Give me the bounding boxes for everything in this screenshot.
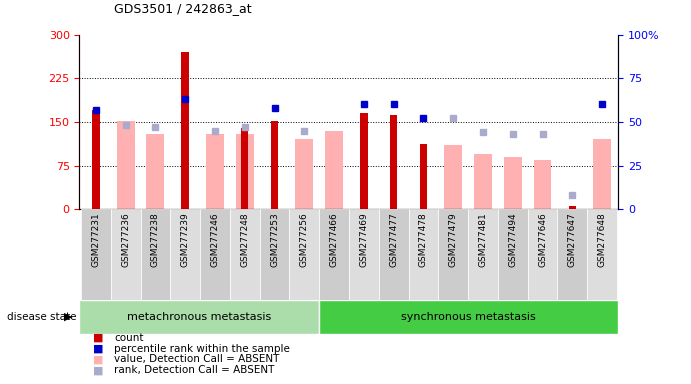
Text: GSM277246: GSM277246	[211, 212, 220, 266]
Bar	[593, 139, 611, 209]
Bar	[419, 144, 427, 209]
Bar	[260, 209, 290, 300]
Bar	[533, 160, 551, 209]
Text: GSM277256: GSM277256	[300, 212, 309, 267]
Text: GSM277469: GSM277469	[359, 212, 368, 267]
Bar	[558, 209, 587, 300]
Text: GSM277646: GSM277646	[538, 212, 547, 267]
Bar	[111, 209, 140, 300]
Text: GSM277231: GSM277231	[91, 212, 100, 267]
Text: ■: ■	[93, 365, 104, 375]
Bar	[349, 209, 379, 300]
Bar	[140, 209, 170, 300]
Bar	[206, 134, 224, 209]
Text: percentile rank within the sample: percentile rank within the sample	[114, 344, 290, 354]
Bar	[408, 209, 438, 300]
Bar	[438, 209, 468, 300]
Bar	[182, 52, 189, 209]
Text: GDS3501 / 242863_at: GDS3501 / 242863_at	[114, 2, 252, 15]
Text: ▶: ▶	[64, 312, 73, 322]
Text: rank, Detection Call = ABSENT: rank, Detection Call = ABSENT	[114, 365, 274, 375]
Bar	[569, 206, 576, 209]
Bar	[146, 134, 164, 209]
Bar	[319, 300, 618, 334]
Text: GSM277239: GSM277239	[180, 212, 189, 267]
Bar	[200, 209, 230, 300]
Text: disease state: disease state	[7, 312, 77, 322]
Text: GSM277494: GSM277494	[509, 212, 518, 266]
Text: count: count	[114, 333, 144, 343]
Bar	[241, 128, 249, 209]
Bar	[295, 139, 313, 209]
Text: GSM277478: GSM277478	[419, 212, 428, 267]
Bar	[379, 209, 408, 300]
Bar	[444, 145, 462, 209]
Bar	[528, 209, 558, 300]
Bar	[325, 131, 343, 209]
Text: GSM277253: GSM277253	[270, 212, 279, 267]
Bar	[92, 110, 100, 209]
Text: GSM277647: GSM277647	[568, 212, 577, 267]
Bar	[587, 209, 617, 300]
Text: GSM277248: GSM277248	[240, 212, 249, 266]
Text: GSM277466: GSM277466	[330, 212, 339, 267]
Bar	[360, 113, 368, 209]
Text: GSM277236: GSM277236	[121, 212, 130, 267]
Bar	[117, 121, 135, 209]
Bar	[468, 209, 498, 300]
Text: metachronous metastasis: metachronous metastasis	[127, 312, 272, 322]
Bar	[474, 154, 492, 209]
Bar	[271, 121, 278, 209]
Text: synchronous metastasis: synchronous metastasis	[401, 312, 536, 322]
Bar	[170, 209, 200, 300]
Bar	[290, 209, 319, 300]
Text: ■: ■	[93, 344, 104, 354]
Bar	[390, 115, 397, 209]
Bar	[319, 209, 349, 300]
Text: GSM277238: GSM277238	[151, 212, 160, 267]
Bar	[230, 209, 260, 300]
Text: GSM277479: GSM277479	[448, 212, 457, 267]
Bar	[498, 209, 528, 300]
Bar	[79, 300, 319, 334]
Text: ■: ■	[93, 333, 104, 343]
Bar	[504, 157, 522, 209]
Text: value, Detection Call = ABSENT: value, Detection Call = ABSENT	[114, 354, 279, 364]
Bar	[81, 209, 111, 300]
Bar	[236, 134, 254, 209]
Text: ■: ■	[93, 354, 104, 364]
Text: GSM277648: GSM277648	[598, 212, 607, 267]
Text: GSM277481: GSM277481	[478, 212, 487, 267]
Text: GSM277477: GSM277477	[389, 212, 398, 267]
